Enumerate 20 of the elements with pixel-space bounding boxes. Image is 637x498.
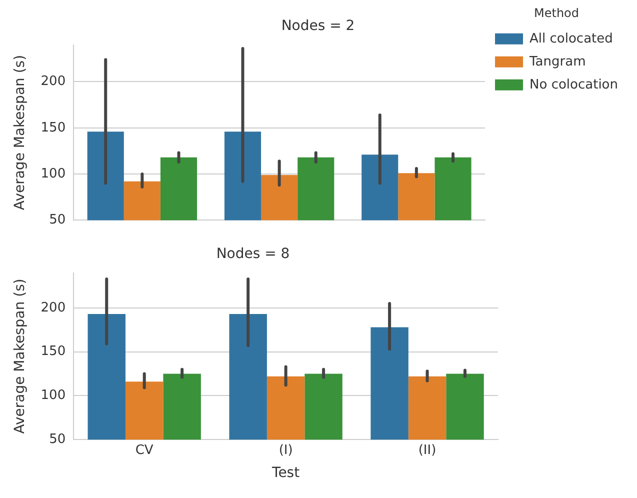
y-tick-label: 50 xyxy=(49,212,66,228)
legend-label: All colocated xyxy=(530,31,613,46)
y-axis-title: Average Makespan (s) xyxy=(12,54,28,210)
y-tick-label: 100 xyxy=(40,166,66,182)
x-tick-label: CV xyxy=(135,442,154,458)
legend-label: No colocation xyxy=(530,77,618,92)
chart-title: Nodes = 8 xyxy=(216,246,290,262)
y-tick-label: 50 xyxy=(49,432,66,447)
y-tick-label: 200 xyxy=(40,300,66,316)
y-tick-label: 100 xyxy=(40,388,66,404)
x-tick-label: (II) xyxy=(418,442,436,458)
y-tick-label: 150 xyxy=(40,120,66,136)
legend-title: Method xyxy=(534,6,580,20)
x-axis-title: Test xyxy=(271,465,300,482)
x-tick-label: (I) xyxy=(278,442,293,458)
legend-label: Tangram xyxy=(528,54,586,70)
chart-title: Nodes = 2 xyxy=(281,18,355,34)
y-axis-title: Average Makespan (s) xyxy=(12,278,28,434)
y-tick-label: 150 xyxy=(40,344,66,360)
y-tick-label: 200 xyxy=(40,74,66,90)
